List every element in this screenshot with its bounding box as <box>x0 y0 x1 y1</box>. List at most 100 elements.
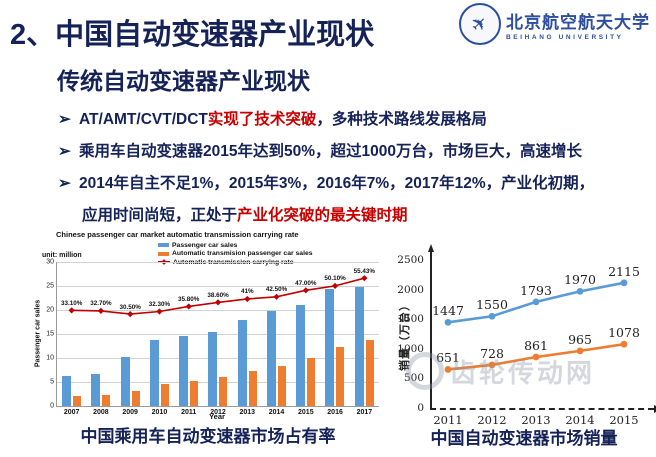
legend-swatch-orange <box>158 251 169 256</box>
gridline <box>57 334 379 335</box>
university-name-cn: 北京航空航天大学 <box>506 12 650 33</box>
x-tick-label: 2011 <box>181 409 197 416</box>
bullet-text: ，多种技术路线发展格局 <box>316 111 487 128</box>
y-axis-line <box>430 252 432 408</box>
x-tick-label: 2013 <box>239 409 256 416</box>
carrying-rate-data-label: 32.70% <box>90 300 112 308</box>
carrying-rate-data-label: 41% <box>240 288 254 296</box>
carrying-rate-data-label: 55.43% <box>353 267 376 275</box>
gridline <box>57 382 379 383</box>
bar-at-passenger-car-sales <box>248 370 257 406</box>
bar-at-passenger-car-sales <box>73 395 81 406</box>
watermark-text: 齿轮传动网 <box>450 357 596 388</box>
x-tick-label: 2017 <box>356 409 373 416</box>
x-tick-label: 2015 <box>609 413 639 427</box>
bullet-text: AT/AMT/CVT/DCT <box>79 111 208 128</box>
y-tick-label: 1500 <box>397 313 424 326</box>
bar-at-passenger-car-sales <box>131 391 140 406</box>
bullet-list: ➢ AT/AMT/CVT/DCT实现了技术突破，多种技术路线发展格局 ➢ 乘用车自动变… <box>58 107 654 235</box>
left-chart-caption: 中国乘用车自动变速器市场占有率 <box>80 427 336 446</box>
bullet-line: ➢ 乘用车自动变速器2015年达到50%，超过1000万台，市场巨大，高速增长 <box>58 139 654 161</box>
sales-lines <box>444 279 628 373</box>
y-tick-label: 30 <box>46 258 54 266</box>
x-tick-label: 2015 <box>298 409 314 416</box>
bullet-marker-icon: ➢ <box>58 111 71 128</box>
bar-at-passenger-car-sales <box>307 358 316 406</box>
x-axis-line <box>430 408 654 410</box>
legend-row: Passenger car sales <box>158 241 313 250</box>
legend-swatch-blue <box>158 243 169 248</box>
y-tick-label: 20 <box>46 306 54 314</box>
y-tick-label: 2000 <box>397 283 424 296</box>
bullet-text: 2014年自主不足1%，2015年3%，2016年7%，2017年12%，产业化… <box>79 175 595 192</box>
sales-data-label: 1447 <box>432 303 464 319</box>
university-name-en: BEIHANG UNIVERSITY <box>506 33 624 41</box>
left-chart: Chinese passenger car market automatic t… <box>30 226 386 424</box>
legend-row: Automatic transmision passenger car sale… <box>158 250 313 259</box>
right-chart-caption: 中国自动变速器市场销量 <box>430 429 618 448</box>
x-tick-label: 2010 <box>151 409 168 416</box>
x-tick-label: 2016 <box>327 409 343 416</box>
bullet-marker-icon: ➢ <box>58 175 71 192</box>
sales-data-label: 1793 <box>520 282 552 298</box>
bar-at-passenger-car-sales <box>102 395 111 406</box>
gridline <box>57 286 379 287</box>
carrying-rate-data-label: 32.30% <box>148 300 171 308</box>
x-tick-label: 2014 <box>268 409 285 416</box>
bar-passenger-car-sales <box>91 373 101 406</box>
section-subtitle: 传统自动变速器产业现状 <box>57 68 310 94</box>
sales-data-label: 965 <box>568 331 592 347</box>
watermark: 齿轮传动网 <box>406 352 595 390</box>
sales-data-label: 1078 <box>608 325 640 341</box>
left-chart-unit-label: unit: million <box>42 252 82 259</box>
sales-data-label: 2115 <box>608 263 640 279</box>
university-name-block: 北京航空航天大学 BEIHANG UNIVERSITY <box>506 8 650 41</box>
bar-at-passenger-car-sales <box>160 384 169 406</box>
y-tick-label: 2500 <box>397 254 424 266</box>
x-axis-arrow-icon <box>654 405 656 413</box>
carrying-rate-data-label: 47.00% <box>295 279 317 287</box>
y-tick-label: 10 <box>46 354 54 362</box>
y-tick-label: 15 <box>46 330 54 338</box>
gridline <box>57 262 379 263</box>
legend-label: Automatic transmision passenger car sale… <box>172 250 313 258</box>
carrying-rate-data-label: 35.80% <box>178 295 200 303</box>
right-chart-plot-area: 0 500 1000 1500 2000 2500 2011 2012 2013 2014 2015… <box>397 244 656 427</box>
legend-label: Passenger car sales <box>172 241 238 249</box>
watermark-logo-icon <box>406 352 444 390</box>
x-tick-label: 2009 <box>122 409 138 416</box>
bullet-text: 产业化突破的最关键时期 <box>237 207 408 224</box>
carrying-rate-data-label: 42.50% <box>265 286 288 294</box>
y-axis-arrow-icon <box>428 244 434 252</box>
airplane-icon: ✈ <box>466 10 494 38</box>
x-tick-label: 2011 <box>433 413 463 427</box>
university-emblem-icon: ✈ <box>459 3 501 45</box>
x-tick-label: 2014 <box>565 413 595 427</box>
bar-passenger-car-sales <box>179 336 189 406</box>
left-chart-title: Chinese passenger car market automatic t… <box>56 230 299 239</box>
y-tick-label: 5 <box>50 378 54 386</box>
carrying-rate-line <box>68 275 368 318</box>
bar-passenger-car-sales <box>149 339 159 406</box>
gridline <box>57 358 379 359</box>
sales-data-label: 1550 <box>476 297 508 313</box>
bar-at-passenger-car-sales <box>277 365 286 406</box>
y-tick-label: 0 <box>417 402 424 414</box>
x-tick-label: 2012 <box>477 413 507 427</box>
bullet-text: 实现了技术突破 <box>207 111 317 128</box>
carrying-rate-data-label: 33.10% <box>60 299 83 307</box>
gridline <box>57 310 379 311</box>
y-tick-label: 0 <box>50 402 54 410</box>
left-chart-x-axis-label: Year <box>209 412 225 421</box>
carrying-rate-data-label: 50.10% <box>324 275 346 283</box>
bullet-line: ➢ AT/AMT/CVT/DCT实现了技术突破，多种技术路线发展格局 <box>58 107 654 129</box>
bullet-text: 应用时间尚短，正处于 <box>82 207 238 224</box>
x-tick-label: 2013 <box>521 413 551 427</box>
y-tick-label: 25 <box>46 282 54 290</box>
x-tick-label: 2007 <box>63 409 80 416</box>
sales-data-label: 1970 <box>564 272 596 288</box>
bullet-line: 应用时间尚短，正处于产业化突破的最关键时期 <box>58 203 654 225</box>
bar-passenger-car-sales <box>354 287 364 406</box>
page-title: 2、中国自动变速器产业现状 <box>10 19 375 51</box>
